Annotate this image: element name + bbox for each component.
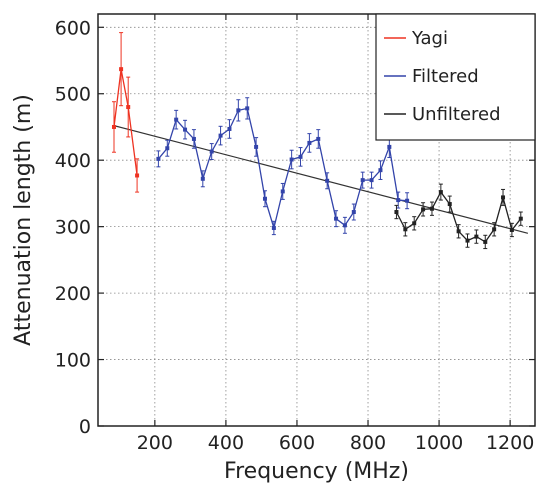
data-point xyxy=(438,190,443,195)
legend-label-filtered: Filtered xyxy=(412,66,479,87)
series-unfiltered xyxy=(394,183,523,250)
data-point xyxy=(394,210,399,215)
data-point xyxy=(183,127,188,132)
data-point xyxy=(119,67,124,72)
data-point xyxy=(351,210,356,215)
series-yagi xyxy=(111,32,140,193)
data-point xyxy=(387,144,392,149)
y-tick-label: 600 xyxy=(55,17,91,39)
data-point xyxy=(509,227,514,232)
data-point xyxy=(271,225,276,230)
data-point xyxy=(298,154,303,159)
data-point xyxy=(218,133,223,138)
y-tick-label: 200 xyxy=(55,283,91,305)
data-point xyxy=(280,189,285,194)
data-point xyxy=(245,106,250,111)
data-point xyxy=(501,195,506,200)
data-point xyxy=(307,140,312,145)
data-point xyxy=(360,178,365,183)
data-point xyxy=(209,149,214,154)
data-point xyxy=(456,229,461,234)
data-point xyxy=(254,144,259,149)
legend-box xyxy=(375,13,536,141)
data-point xyxy=(421,207,426,212)
x-tick-label: 1200 xyxy=(486,432,534,454)
x-tick-label: 1000 xyxy=(415,432,463,454)
x-tick-label: 600 xyxy=(279,432,315,454)
x-tick-label: 400 xyxy=(208,432,244,454)
data-point xyxy=(369,178,374,183)
x-tick-label: 200 xyxy=(137,432,173,454)
data-point xyxy=(378,168,383,173)
legend-label-unfiltered: Unfiltered xyxy=(412,104,501,125)
data-point xyxy=(342,223,347,228)
data-point xyxy=(156,156,161,161)
series-layer xyxy=(111,32,523,250)
data-point xyxy=(135,173,140,178)
y-tick-label: 500 xyxy=(55,84,91,106)
data-point xyxy=(325,178,330,183)
data-point xyxy=(200,176,205,181)
x-tick-label: 800 xyxy=(350,432,386,454)
data-point xyxy=(474,234,479,239)
data-point xyxy=(483,239,488,244)
data-point xyxy=(111,124,116,129)
data-point xyxy=(429,206,434,211)
y-tick-label: 0 xyxy=(79,416,91,438)
series-line xyxy=(157,107,408,231)
legend: Yagi Filtered Unfiltered xyxy=(375,13,536,141)
y-tick-label: 400 xyxy=(55,150,91,172)
data-point xyxy=(316,136,321,141)
series-filtered xyxy=(156,97,410,236)
plot-frame xyxy=(97,13,536,427)
y-axis-title: Attenuation length (m) xyxy=(11,94,36,346)
data-point xyxy=(396,198,401,203)
y-tick-label: 100 xyxy=(55,350,91,372)
data-point xyxy=(405,198,410,203)
data-point xyxy=(492,227,497,232)
data-point xyxy=(289,157,294,162)
data-point xyxy=(236,108,241,113)
data-point xyxy=(262,196,267,201)
fit-line-layer xyxy=(113,125,529,234)
data-point xyxy=(403,227,408,232)
data-point xyxy=(227,126,232,131)
data-point xyxy=(334,216,339,221)
fit-line xyxy=(113,125,529,234)
data-point xyxy=(518,216,523,221)
data-point xyxy=(465,238,470,243)
tick-layer: 0 100 200 300 400 500 600 200 400 600 800 1000 1200 xyxy=(55,14,535,454)
x-axis-title: Frequency (MHz) xyxy=(224,459,409,484)
data-point xyxy=(412,221,417,226)
data-point xyxy=(174,117,179,122)
data-point xyxy=(191,136,196,141)
data-point xyxy=(165,146,170,151)
data-point xyxy=(447,202,452,207)
data-point xyxy=(126,105,131,110)
y-tick-label: 300 xyxy=(55,217,91,239)
series-line xyxy=(113,69,138,176)
legend-label-yagi: Yagi xyxy=(411,28,448,49)
